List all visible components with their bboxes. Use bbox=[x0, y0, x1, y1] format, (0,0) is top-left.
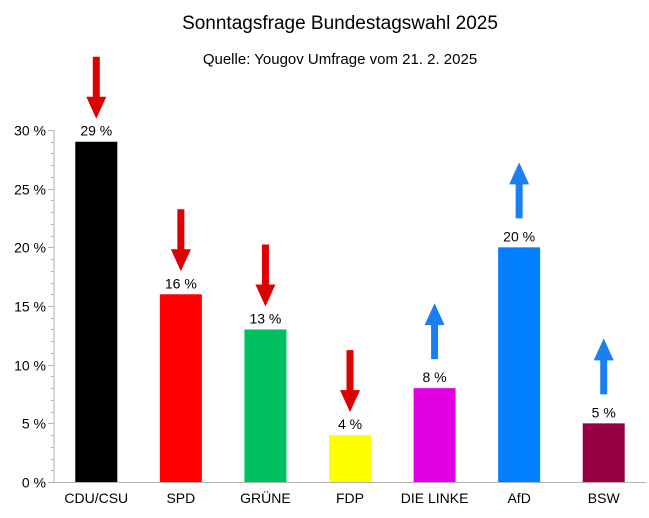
x-tick-label: AfD bbox=[507, 490, 530, 506]
x-tick-label: BSW bbox=[588, 490, 621, 506]
bar-bsw bbox=[582, 423, 625, 482]
value-label: 13 % bbox=[249, 310, 281, 326]
chart-subtitle: Quelle: Yougov Umfrage vom 21. 2. 2025 bbox=[203, 51, 477, 68]
trend-arrows bbox=[86, 56, 614, 413]
y-tick-label: 5 % bbox=[22, 416, 46, 432]
bar-die-linke bbox=[413, 388, 456, 482]
y-tick-label: 15 % bbox=[14, 299, 46, 315]
trend-arrow-down-icon bbox=[340, 350, 360, 413]
trend-arrow-up-icon bbox=[509, 162, 530, 219]
trend-arrow-down-icon bbox=[86, 56, 107, 119]
value-label: 16 % bbox=[165, 275, 197, 291]
y-tick-label: 25 % bbox=[14, 182, 46, 198]
bars bbox=[75, 141, 625, 482]
trend-arrow-down-icon bbox=[170, 209, 191, 272]
y-tick-label: 0 % bbox=[22, 475, 46, 491]
trend-arrow-up-icon bbox=[593, 338, 614, 395]
value-labels: 29 % 16 % 13 % 4 % 8 % 20 % 5 % bbox=[80, 123, 615, 432]
chart-title: Sonntagsfrage Bundestagswahl 2025 bbox=[182, 13, 498, 34]
trend-arrow-up-icon bbox=[424, 303, 445, 360]
trend-arrow-down-icon bbox=[255, 244, 276, 307]
y-tick-label: 30 % bbox=[14, 123, 46, 139]
bar-afd bbox=[498, 247, 541, 482]
x-tick-label: DIE LINKE bbox=[401, 490, 469, 506]
x-tick-label: SPD bbox=[166, 490, 195, 506]
bar-fdp bbox=[329, 435, 371, 482]
value-label: 8 % bbox=[423, 369, 447, 385]
y-tick-label: 10 % bbox=[14, 358, 46, 374]
y-axis: 0 % 5 % 10 % 15 % 20 % 25 % 30 % bbox=[14, 123, 646, 491]
value-label: 29 % bbox=[80, 123, 112, 139]
bar-spd bbox=[159, 294, 202, 482]
x-axis-labels: CDU/CSU SPD GRÜNE FDP DIE LINKE AfD BSW bbox=[64, 489, 620, 506]
x-tick-label: CDU/CSU bbox=[64, 490, 128, 506]
value-label: 4 % bbox=[338, 416, 362, 432]
x-tick-label: GRÜNE bbox=[240, 489, 291, 506]
bar-cdu-csu bbox=[75, 141, 118, 482]
value-label: 5 % bbox=[592, 404, 616, 420]
y-tick-label: 20 % bbox=[14, 240, 46, 256]
value-label: 20 % bbox=[503, 228, 535, 244]
bar-gr-ne bbox=[244, 329, 287, 482]
x-tick-label: FDP bbox=[336, 490, 364, 506]
